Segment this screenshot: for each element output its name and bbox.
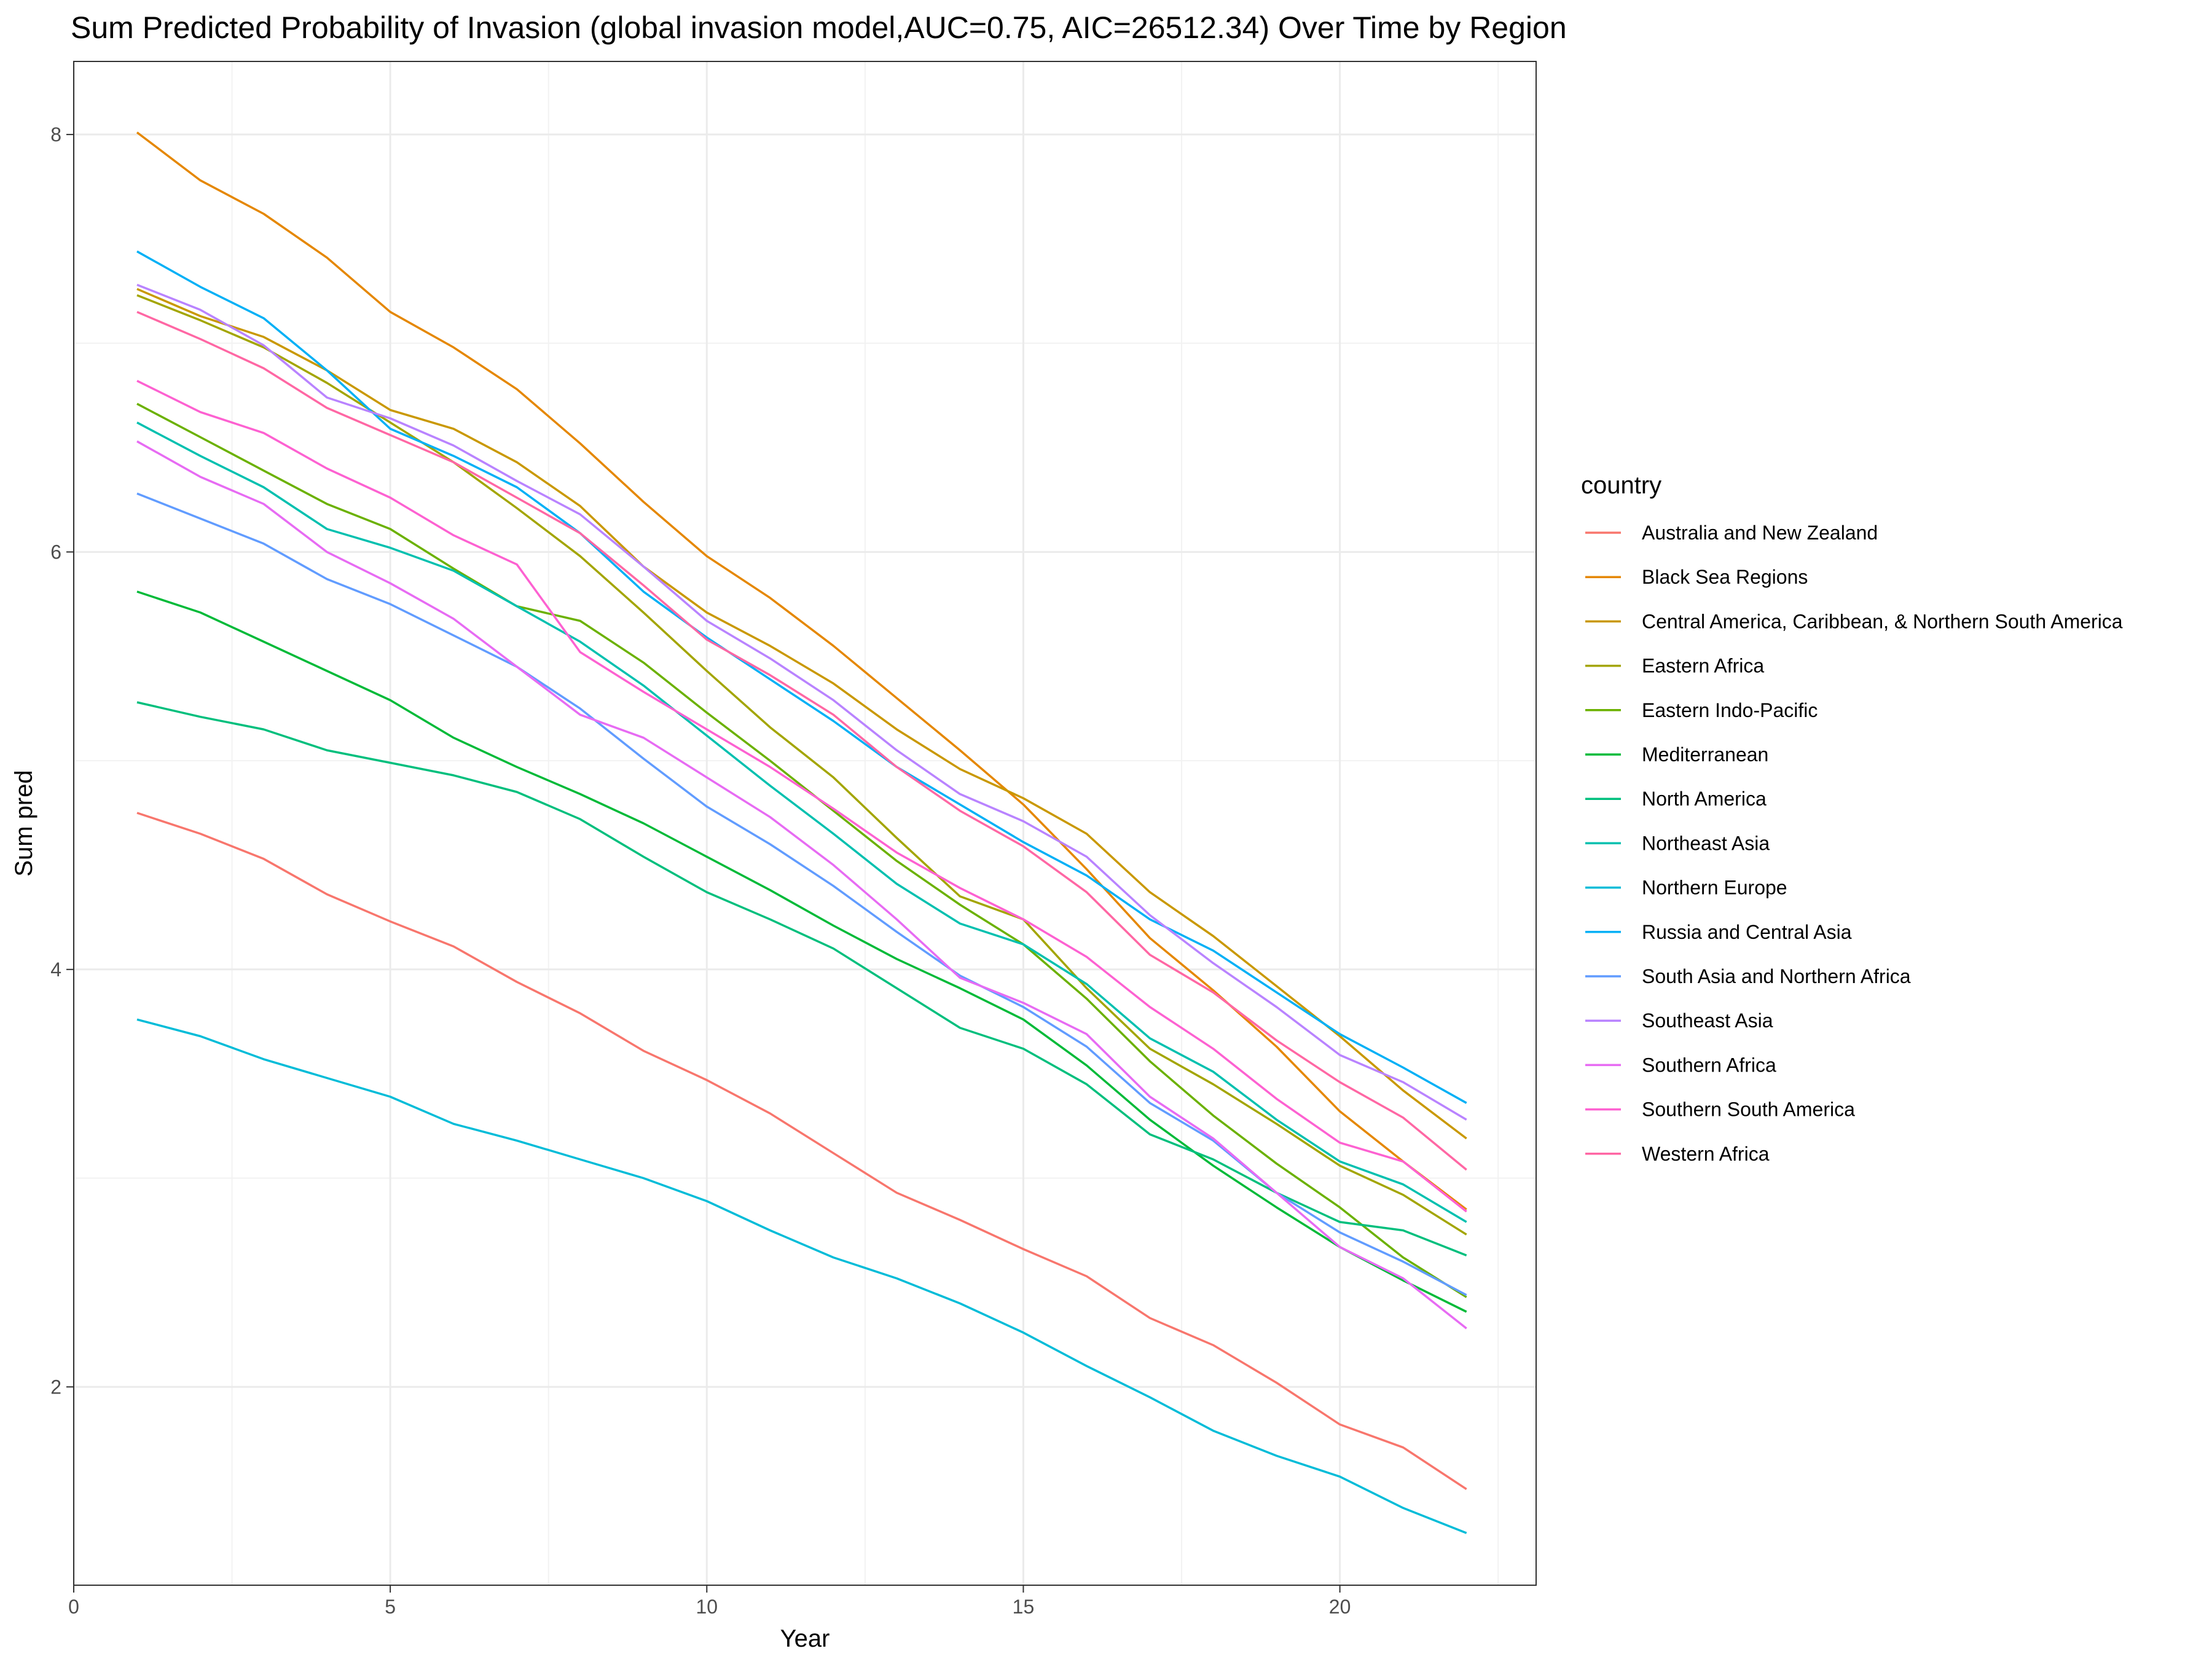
y-tick-label: 6 — [50, 541, 61, 563]
series-line — [136, 283, 1467, 1121]
series-line — [136, 311, 1467, 1171]
series-line — [136, 131, 1467, 1210]
series-line — [136, 294, 1467, 1236]
series-line — [136, 421, 1467, 1223]
series-line — [136, 380, 1467, 1213]
series-line — [136, 590, 1467, 1313]
y-tick-label: 2 — [50, 1376, 61, 1398]
x-tick-label: 0 — [68, 1596, 79, 1618]
y-tick-label: 8 — [50, 123, 61, 146]
legend-item-label: Southeast Asia — [1642, 1009, 1773, 1032]
legend-item-label: Central America, Caribbean, & Northern S… — [1642, 610, 2123, 632]
legend-item-label: North America — [1642, 788, 1767, 810]
legend-item-label: Russia and Central Asia — [1642, 921, 1852, 943]
legend-item-label: Eastern Africa — [1642, 655, 1764, 677]
plot-panel — [74, 61, 1536, 1585]
x-tick-label: 5 — [385, 1596, 396, 1618]
legend-item-label: South Asia and Northern Africa — [1642, 965, 1911, 987]
series-line — [136, 812, 1467, 1491]
y-tick-label: 4 — [50, 958, 61, 981]
x-axis-title: Year — [780, 1625, 830, 1652]
chart-title: Sum Predicted Probability of Invasion (g… — [71, 10, 1567, 45]
series-line — [136, 402, 1467, 1298]
plot-panel-border — [73, 61, 1537, 1586]
legend: country Australia and New Zealand Black S… — [1581, 472, 2123, 1165]
y-axis-title: Sum pred — [10, 770, 37, 876]
x-tick-label: 15 — [1013, 1596, 1035, 1618]
legend-item-label: Northeast Asia — [1642, 832, 1770, 854]
legend-item-label: Eastern Indo-Pacific — [1642, 699, 1818, 721]
legend-item-label: Black Sea Regions — [1642, 566, 1808, 588]
legend-item-label: Southern South America — [1642, 1099, 1855, 1121]
series-line — [136, 1018, 1467, 1534]
legend-item-label: Western Africa — [1642, 1143, 1770, 1165]
series-line — [136, 440, 1467, 1330]
series-line — [136, 250, 1467, 1104]
series-line — [136, 288, 1467, 1140]
x-tick-label: 10 — [696, 1596, 718, 1618]
axes: 0 5 10 15 20 2 4 6 8 — [50, 123, 1351, 1618]
legend-item-label: Mediterranean — [1642, 743, 1768, 766]
x-tick-label: 20 — [1329, 1596, 1351, 1618]
series-line — [136, 701, 1467, 1256]
series-lines — [136, 131, 1467, 1534]
legend-item-label: Northern Europe — [1642, 877, 1787, 899]
legend-item-label: Australia and New Zealand — [1642, 522, 1878, 544]
legend-title: country — [1581, 472, 1661, 499]
legend-item-label: Southern Africa — [1642, 1054, 1776, 1076]
